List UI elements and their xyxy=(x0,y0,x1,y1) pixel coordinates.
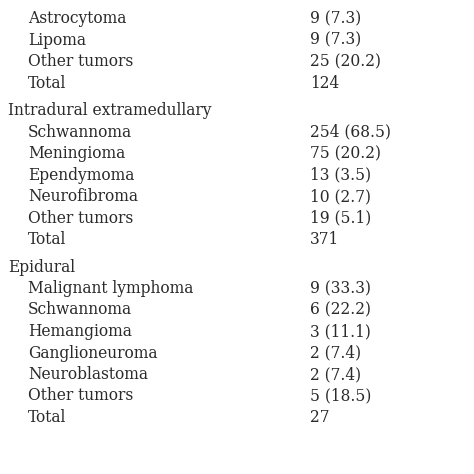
Text: 3 (11.1): 3 (11.1) xyxy=(310,323,371,340)
Text: Total: Total xyxy=(28,231,66,248)
Text: Ganglioneuroma: Ganglioneuroma xyxy=(28,345,157,362)
Text: Neurofibroma: Neurofibroma xyxy=(28,188,138,205)
Text: 9 (7.3): 9 (7.3) xyxy=(310,10,361,27)
Text: Epidural: Epidural xyxy=(8,258,75,275)
Text: 25 (20.2): 25 (20.2) xyxy=(310,53,381,70)
Text: 27: 27 xyxy=(310,409,329,426)
Text: Other tumors: Other tumors xyxy=(28,388,133,404)
Text: 5 (18.5): 5 (18.5) xyxy=(310,388,371,404)
Text: 6 (22.2): 6 (22.2) xyxy=(310,301,371,319)
Text: Hemangioma: Hemangioma xyxy=(28,323,132,340)
Text: Lipoma: Lipoma xyxy=(28,31,86,48)
Text: Meningioma: Meningioma xyxy=(28,145,125,162)
Text: 13 (3.5): 13 (3.5) xyxy=(310,166,371,183)
Text: 9 (7.3): 9 (7.3) xyxy=(310,31,361,48)
Text: 10 (2.7): 10 (2.7) xyxy=(310,188,371,205)
Text: Other tumors: Other tumors xyxy=(28,53,133,70)
Text: 254 (68.5): 254 (68.5) xyxy=(310,124,391,140)
Text: Intradural extramedullary: Intradural extramedullary xyxy=(8,102,211,119)
Text: 124: 124 xyxy=(310,74,339,91)
Text: 371: 371 xyxy=(310,231,339,248)
Text: Total: Total xyxy=(28,74,66,91)
Text: 2 (7.4): 2 (7.4) xyxy=(310,366,361,383)
Text: Ependymoma: Ependymoma xyxy=(28,166,134,183)
Text: Malignant lymphoma: Malignant lymphoma xyxy=(28,280,193,297)
Text: Astrocytoma: Astrocytoma xyxy=(28,10,127,27)
Text: 75 (20.2): 75 (20.2) xyxy=(310,145,381,162)
Text: 9 (33.3): 9 (33.3) xyxy=(310,280,371,297)
Text: Total: Total xyxy=(28,409,66,426)
Text: Neuroblastoma: Neuroblastoma xyxy=(28,366,148,383)
Text: 19 (5.1): 19 (5.1) xyxy=(310,210,371,227)
Text: Schwannoma: Schwannoma xyxy=(28,124,132,140)
Text: Other tumors: Other tumors xyxy=(28,210,133,227)
Text: Schwannoma: Schwannoma xyxy=(28,301,132,319)
Text: 2 (7.4): 2 (7.4) xyxy=(310,345,361,362)
